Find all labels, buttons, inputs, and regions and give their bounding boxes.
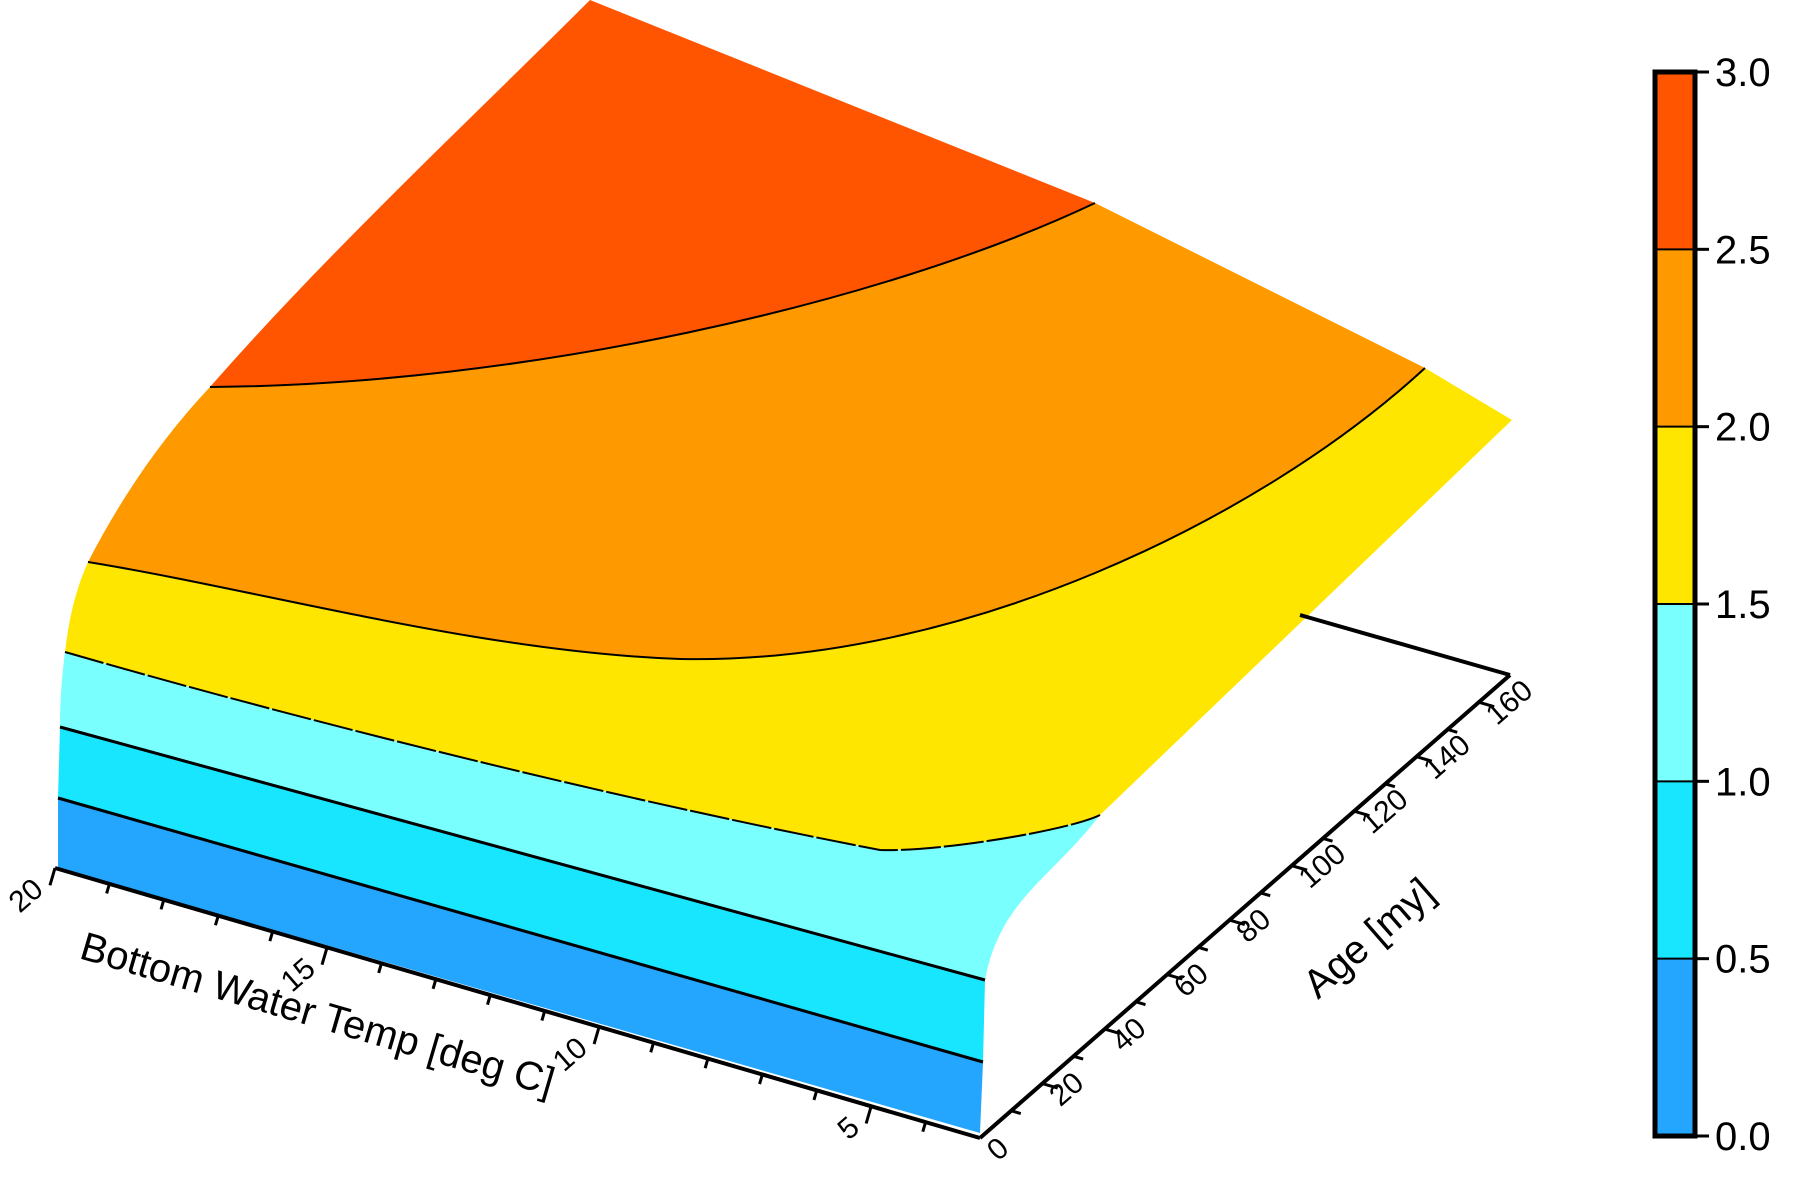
age-tick-label: 0 — [981, 1131, 1015, 1167]
colorbar-label: 0.0 — [1715, 1115, 1771, 1159]
temp-tick-label: 20 — [3, 872, 50, 919]
age-tick-label: 120 — [1355, 783, 1414, 841]
age-tick-label: 140 — [1417, 728, 1476, 786]
age-tick-label: 100 — [1293, 837, 1352, 895]
colorbar-label: 1.0 — [1715, 760, 1771, 804]
age-tick-mark — [1104, 1027, 1121, 1035]
contour-1p0 — [59, 725, 986, 982]
age-tick-mark — [1353, 809, 1370, 818]
temp-tick-mark — [703, 1058, 710, 1069]
colorbar-label: 2.0 — [1715, 406, 1771, 450]
age-tick-mark — [1260, 891, 1271, 898]
colorbar: 0.0 0.5 1.0 1.5 2.0 2.5 3.0 — [1652, 51, 1771, 1159]
temp-tick-mark — [592, 1026, 601, 1045]
contour-2p0 — [87, 367, 1426, 661]
age-tick-mark — [1291, 864, 1308, 872]
colorbar-band — [1655, 249, 1695, 427]
axes — [54, 613, 1512, 1140]
age-tick-label: 20 — [1043, 1066, 1090, 1113]
back-axis-line — [1299, 613, 1511, 677]
temp-tick-mark — [649, 1042, 655, 1053]
age-tick-mark — [1010, 1109, 1022, 1116]
contour-2p5 — [209, 202, 1096, 388]
contour-lines — [57, 202, 1426, 1064]
surface-band-2p0-2p5 — [88, 203, 1425, 660]
age-tick-label: 40 — [1106, 1012, 1153, 1059]
temp-tick-label: 5 — [832, 1111, 866, 1147]
colorbar-band — [1655, 604, 1695, 782]
colorbar-label: 2.5 — [1715, 228, 1771, 272]
colorbar-label: 0.5 — [1715, 938, 1771, 982]
temp-tick-mark — [320, 946, 329, 966]
colorbar-band — [1655, 72, 1695, 250]
surface-band-0p5-1p0 — [58, 727, 985, 1062]
age-tick-mark — [1478, 700, 1495, 709]
age-tick-mark — [1166, 973, 1183, 981]
colorbar-band — [1655, 781, 1695, 959]
age-tick-mark — [1416, 755, 1433, 763]
temp-tick-mark — [159, 899, 166, 910]
surface-band-1p0-1p5 — [60, 652, 1100, 980]
age-axis-line — [978, 673, 1512, 1140]
age-tick-label: 160 — [1480, 674, 1539, 732]
temp-tick-mark — [758, 1074, 764, 1085]
colorbar-label: 1.5 — [1715, 583, 1771, 627]
temp-axis-line — [54, 866, 981, 1140]
colorbar-label: 3.0 — [1715, 51, 1771, 95]
colorbar-band — [1655, 958, 1695, 1136]
age-tick-label: 60 — [1168, 957, 1215, 1004]
temp-tick-mark — [48, 867, 57, 886]
age-tick-mark — [1073, 1054, 1084, 1061]
age-tick-label: 80 — [1230, 903, 1277, 950]
age-tick-mark — [1135, 1000, 1146, 1007]
contour-0p5 — [57, 796, 984, 1064]
age-ticks — [1010, 700, 1495, 1116]
temp-ticks — [48, 867, 928, 1133]
age-tick-mark — [1228, 918, 1246, 927]
temp-tick-mark — [213, 915, 220, 926]
surface-band-2p5-3p0 — [210, 0, 1095, 387]
surface-band-1p5-2p0 — [65, 368, 1512, 851]
age-tick-mark — [1447, 728, 1458, 734]
age-tick-mark — [1197, 945, 1209, 952]
temp-tick-mark — [105, 883, 111, 894]
age-tick-mark — [1322, 836, 1333, 843]
surface-band-0p0-0p5 — [58, 798, 983, 1133]
temp-tick-mark — [921, 1121, 928, 1133]
age-tick-mark — [1384, 782, 1396, 789]
temp-tick-mark — [268, 931, 275, 942]
temp-tick-mark — [486, 994, 492, 1006]
temp-tick-mark — [377, 962, 383, 974]
temp-tick-mark — [431, 978, 438, 990]
colorbar-band — [1655, 426, 1695, 604]
temp-tick-mark — [812, 1089, 819, 1101]
contour-1p5 — [64, 651, 1101, 852]
surface — [58, 0, 1512, 1133]
temp-tick-mark — [864, 1105, 873, 1124]
temp-tick-mark — [540, 1010, 547, 1021]
age-tick-mark — [1041, 1082, 1059, 1090]
